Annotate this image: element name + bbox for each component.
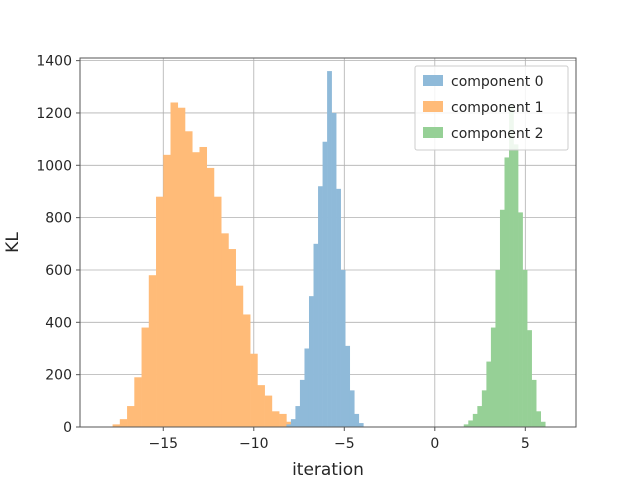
histogram-bar (112, 424, 121, 427)
histogram-bar (213, 196, 222, 427)
histogram-bar (327, 71, 332, 427)
histogram-bar (504, 157, 510, 427)
x-tick-label: 0 (430, 436, 439, 452)
histogram-bar (257, 385, 265, 427)
histogram-bar (221, 233, 229, 427)
histogram-bar (490, 327, 496, 427)
histogram-bar (148, 275, 157, 427)
histogram-bar (499, 209, 505, 427)
histogram-bar (308, 296, 314, 427)
y-axis-label: KL (3, 232, 23, 253)
histogram-bar (318, 186, 323, 427)
histogram-bar (345, 345, 351, 427)
histogram-bar (170, 102, 179, 427)
histogram-bar (513, 144, 519, 428)
y-tick-label: 0 (63, 420, 72, 436)
legend: component 0 component 1 component 2 (414, 65, 569, 151)
legend-label: component 0 (451, 74, 544, 90)
histogram-bar (486, 361, 492, 427)
histogram-bar (536, 411, 542, 427)
histogram-bar (242, 314, 251, 427)
x-tick-label: −5 (334, 436, 355, 452)
histogram-bar (156, 196, 164, 427)
histogram-bar (527, 330, 532, 427)
legend-frame (414, 65, 569, 151)
x-axis-label: iteration (292, 460, 364, 480)
histogram-bars (112, 71, 546, 428)
histogram-bar (322, 141, 328, 427)
histogram-bar (141, 327, 150, 427)
y-tick-label: 200 (45, 368, 72, 384)
histogram-bar (279, 413, 287, 427)
histogram-bar (163, 154, 171, 428)
histogram-bar (313, 243, 319, 427)
y-tick-label: 600 (45, 263, 72, 279)
histogram-bar (540, 421, 546, 427)
y-tick-label: 1000 (36, 158, 72, 174)
histogram-bar (336, 188, 341, 427)
histogram-bar (304, 348, 310, 427)
axis-ticks: −15 −10 −5 0 5 0 200 400 600 800 1000 1200 1400 (36, 54, 529, 452)
legend-label: component 1 (451, 100, 544, 116)
legend-swatch (423, 75, 443, 86)
x-tick-label: −15 (148, 436, 178, 452)
legend-swatch (423, 101, 443, 112)
histogram-bar (354, 413, 360, 427)
histogram-bar (518, 212, 523, 427)
histogram-bar (358, 423, 364, 427)
histogram-bar (250, 353, 258, 427)
histogram-bar (192, 152, 200, 427)
histogram-bar (177, 107, 186, 428)
y-tick-label: 400 (45, 315, 72, 331)
x-tick-label: −10 (239, 436, 269, 452)
histogram-bar (340, 269, 346, 427)
histogram-bar (184, 131, 193, 427)
histogram-bar (286, 424, 292, 427)
legend-label: component 2 (451, 126, 544, 142)
histogram-bar (235, 285, 244, 427)
histogram-bar (290, 419, 296, 427)
series-component-1 (112, 102, 294, 428)
series-component-2 (463, 105, 546, 428)
histogram-bar (228, 249, 236, 427)
histogram-bar (495, 269, 501, 427)
y-tick-label: 1400 (36, 54, 72, 70)
histogram-bar (134, 377, 142, 427)
histogram-bar (522, 269, 528, 427)
histogram-bar (127, 406, 135, 427)
histogram-bar (199, 146, 208, 427)
histogram-bar (271, 411, 280, 427)
y-tick-label: 1200 (36, 106, 72, 122)
histogram-bar (331, 112, 337, 427)
histogram-bar (295, 406, 301, 427)
histogram-bar (531, 379, 537, 427)
axes-frame (79, 57, 577, 428)
legend-swatch (423, 127, 443, 138)
histogram-bar (206, 167, 215, 427)
histogram-bar (264, 395, 273, 427)
histogram-bar (349, 390, 355, 427)
histogram-bar (119, 419, 128, 427)
y-tick-label: 800 (45, 211, 72, 227)
histogram-bar (509, 105, 514, 427)
x-tick-label: 5 (521, 436, 530, 452)
histogram-bar (299, 379, 305, 427)
histogram-bar (472, 413, 478, 427)
histogram-bar (463, 424, 469, 427)
histogram-bar (468, 420, 474, 427)
series-component-0 (286, 71, 364, 427)
histogram-bar (481, 390, 487, 427)
histogram-bar (477, 406, 483, 427)
